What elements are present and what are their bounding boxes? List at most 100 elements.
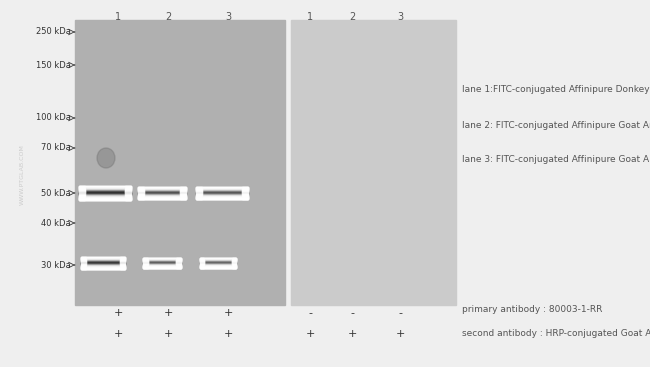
Bar <box>231 264 236 265</box>
Bar <box>81 264 86 265</box>
Bar <box>176 265 181 266</box>
Bar <box>79 196 131 197</box>
Bar <box>81 262 125 263</box>
Bar <box>81 263 86 264</box>
Bar <box>143 263 148 264</box>
Bar <box>125 189 131 190</box>
Bar <box>120 258 125 259</box>
Bar <box>79 191 85 192</box>
Bar <box>242 192 248 193</box>
Bar <box>79 191 85 192</box>
Bar <box>81 258 86 259</box>
Bar <box>196 194 248 195</box>
Bar <box>200 267 236 268</box>
Bar <box>200 264 236 265</box>
Bar <box>125 187 131 188</box>
Bar <box>81 258 86 259</box>
Bar <box>231 258 236 259</box>
Bar <box>81 258 125 259</box>
Text: +: + <box>113 329 123 339</box>
Bar <box>200 266 204 267</box>
Bar <box>143 264 181 265</box>
Bar <box>120 263 125 264</box>
Bar <box>79 192 85 193</box>
Bar <box>200 265 236 266</box>
Bar <box>143 264 148 265</box>
Bar <box>143 259 148 260</box>
Bar <box>180 198 186 199</box>
Bar <box>79 186 85 187</box>
Bar <box>143 265 148 266</box>
Bar <box>138 188 186 189</box>
Bar <box>138 198 144 199</box>
Text: lane 3: FITC-conjugated Affinipure Goat Anti-Human IgG(H+L): lane 3: FITC-conjugated Affinipure Goat … <box>462 156 650 164</box>
Bar <box>143 260 181 261</box>
Bar <box>138 196 186 197</box>
Bar <box>79 189 85 190</box>
Bar <box>138 196 144 197</box>
Bar <box>143 258 148 259</box>
Bar <box>120 260 125 261</box>
Bar <box>79 189 85 190</box>
Bar <box>125 194 131 195</box>
Bar <box>231 265 236 266</box>
Bar <box>138 195 144 196</box>
Bar <box>200 266 236 267</box>
Bar <box>231 262 236 263</box>
Bar <box>81 265 86 266</box>
Bar <box>120 261 125 262</box>
Bar <box>242 196 248 197</box>
Bar <box>180 191 186 192</box>
Bar <box>180 191 186 192</box>
Bar <box>125 190 131 191</box>
Bar <box>200 260 204 261</box>
Bar <box>196 196 202 197</box>
Bar <box>81 262 86 263</box>
Bar <box>231 258 236 259</box>
Text: -: - <box>350 308 354 318</box>
Bar <box>200 260 204 261</box>
Bar <box>200 263 236 264</box>
Bar <box>200 264 204 265</box>
Bar <box>143 267 181 268</box>
Bar <box>196 198 202 199</box>
Bar <box>138 196 144 197</box>
Bar <box>138 192 186 193</box>
Bar <box>196 192 248 193</box>
Bar <box>125 188 131 189</box>
Bar <box>79 193 85 194</box>
Bar <box>196 187 248 188</box>
Bar <box>79 188 131 189</box>
Bar <box>200 264 236 265</box>
Bar <box>143 266 181 267</box>
Bar <box>125 189 131 190</box>
Bar <box>196 192 202 193</box>
Bar <box>79 198 85 199</box>
Bar <box>200 263 204 264</box>
Bar <box>176 263 181 264</box>
Bar <box>143 265 181 266</box>
Bar <box>138 189 144 190</box>
Bar <box>242 191 248 192</box>
Bar <box>79 193 85 194</box>
Bar <box>81 266 86 267</box>
Bar <box>231 259 236 260</box>
Text: +: + <box>163 329 173 339</box>
Bar <box>231 263 236 264</box>
Bar <box>79 190 85 191</box>
Bar <box>176 266 181 267</box>
Bar <box>138 191 144 192</box>
Bar <box>81 260 125 261</box>
Bar <box>196 187 202 188</box>
Bar <box>138 191 144 192</box>
Bar <box>79 197 85 198</box>
Bar <box>180 187 186 188</box>
Text: lane 2: FITC-conjugated Affinipure Goat Anti-Rabbit IgG(H+L): lane 2: FITC-conjugated Affinipure Goat … <box>462 120 650 130</box>
Bar <box>120 257 125 258</box>
Bar <box>143 258 181 259</box>
Bar <box>79 198 131 199</box>
Bar <box>79 188 85 189</box>
Bar <box>138 192 144 193</box>
Bar <box>79 191 131 192</box>
Bar <box>79 189 131 190</box>
